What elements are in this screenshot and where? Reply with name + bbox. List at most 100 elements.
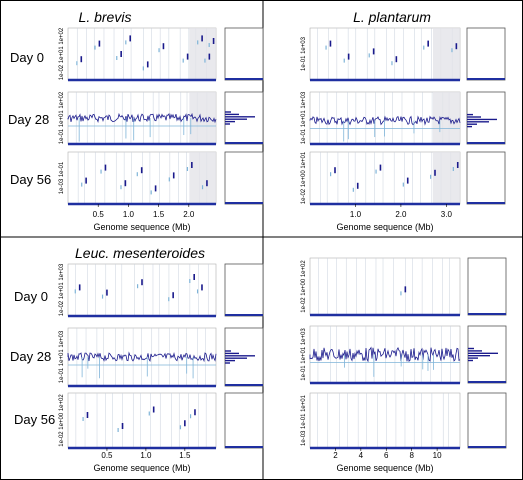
coverage-point [162, 43, 165, 50]
histogram-frame [466, 91, 506, 145]
coverage-point [206, 180, 208, 187]
coverage-point-minor [343, 58, 345, 63]
track-day-0: Day 0 1e-02 1e+01 1e+02 [10, 27, 264, 82]
day-label: Day 0 [10, 50, 44, 65]
panel-title: Leuc. mesenteroides [75, 245, 205, 261]
coverage-point [208, 53, 211, 60]
x-tick-label: 1.0 [123, 210, 135, 219]
day-label: Day 0 [14, 289, 48, 304]
panel-title: L. plantarum [353, 9, 431, 25]
coverage-point-minor [179, 425, 182, 430]
coverage-point-minor [150, 190, 152, 195]
repeat-region [189, 152, 216, 204]
coverage-point [98, 40, 101, 47]
coverage-point-minor [400, 291, 402, 296]
coverage-point [140, 167, 143, 174]
coverage-point-minor [352, 187, 354, 192]
coverage-point-minor [375, 169, 377, 174]
coverage-point-minor [125, 40, 127, 45]
coverage-point [212, 38, 215, 44]
coverage-point-minor [116, 56, 118, 60]
coverage-point [404, 286, 407, 293]
coverage-point-minor [189, 279, 191, 283]
coverage-point [124, 180, 127, 187]
coverage-point [186, 53, 189, 60]
coverage-point-minor [117, 428, 119, 432]
x-tick-label: 6 [384, 451, 389, 460]
panel-0: L. brevis Day 0 1e-02 1e+01 1e+02 Day 28 1e-… [8, 9, 264, 232]
histogram-frame [467, 257, 507, 316]
x-tick-label: 3.0 [441, 210, 453, 219]
coverage-point [184, 420, 186, 427]
repeat-region [433, 28, 460, 80]
coverage-point [427, 40, 429, 47]
histogram-frame [224, 327, 264, 387]
coverage-point-minor [136, 172, 138, 177]
coverage-point [78, 284, 81, 291]
y-tick-labels: 1e-02 1e+00 1e+02 [59, 394, 65, 447]
coverage-point [121, 423, 124, 429]
day-label: Day 28 [10, 349, 51, 364]
x-tick-label: 1.0 [140, 451, 152, 460]
track-day-1: Day 28 1e-01 1e+01 1e+02 [8, 91, 264, 146]
plot-frame [309, 257, 461, 316]
coverage-trace [309, 115, 461, 126]
coverage-point-minor [158, 48, 160, 53]
coverage-point [85, 177, 87, 184]
coverage-point-minor [142, 66, 144, 71]
plot-frame [67, 327, 217, 387]
coverage-trace [67, 112, 217, 124]
track-day-2: 1e-02 1e+00 1e+01 [301, 151, 506, 206]
histogram-frame [467, 325, 507, 384]
coverage-point-minor [201, 185, 204, 190]
coverage-point [201, 284, 203, 291]
panel-title: L. brevis [79, 9, 132, 25]
coverage-point [455, 43, 458, 50]
coverage-point [193, 274, 195, 280]
coverage-trace [309, 346, 461, 363]
coverage-point-minor [402, 182, 404, 187]
plot-frame [309, 392, 461, 449]
histogram-frame [224, 91, 264, 145]
coverage-point-minor [391, 61, 393, 66]
repeat-region [433, 152, 460, 204]
y-tick-labels: 1e-01 1e+01 1e+03 [301, 328, 307, 381]
histogram-frame [224, 392, 264, 449]
coverage-point [356, 182, 359, 189]
x-tick-label: 1.5 [179, 451, 191, 460]
histogram-frame [224, 27, 264, 81]
y-tick-labels: 1e-01 1e+01 1e+02 [59, 91, 65, 144]
y-tick-labels: 1e-02 1e+01 1e+03 [59, 263, 65, 316]
coverage-point [395, 56, 398, 63]
x-axis-label: Genome sequence (Mb) [93, 222, 190, 232]
y-tick-labels: 1e-03 1e-01 1e+01 [301, 394, 307, 446]
coverage-point [347, 53, 350, 60]
histogram-frame [467, 392, 507, 449]
y-tick-labels: 1e-01 1e+01 1e+03 [59, 330, 65, 383]
coverage-point-minor [186, 167, 189, 171]
day-label: Day 56 [14, 412, 55, 427]
coverage-point [106, 289, 108, 296]
coverage-point-minor [182, 58, 184, 63]
coverage-point [434, 169, 436, 176]
coverage-point-minor [76, 61, 78, 66]
coverage-point [329, 40, 332, 47]
x-axis-label: Genome sequence (Mb) [336, 222, 433, 232]
x-axis-label: Genome sequence (Mb) [336, 463, 433, 473]
plot-frame [309, 325, 461, 384]
coverage-point-minor [197, 40, 199, 45]
coverage-point-minor [208, 43, 210, 47]
coverage-point-minor [368, 53, 370, 58]
histogram-frame [224, 151, 264, 205]
track-day-1: 1e-01 1e+01 1e+03 [301, 325, 507, 385]
track-day-2: Day 56 1e-03 1e-01 [10, 151, 264, 206]
coverage-point [372, 48, 375, 55]
histogram-frame [466, 151, 506, 205]
y-tick-labels: 1e-01 1e+01 1e+03 [301, 91, 307, 144]
coverage-point-minor [325, 45, 327, 50]
coverage-point-minor [452, 167, 454, 171]
y-tick-labels: 1e-02 1e+00 1e+01 [301, 151, 307, 204]
coverage-point [86, 412, 89, 418]
coverage-point [120, 51, 122, 57]
